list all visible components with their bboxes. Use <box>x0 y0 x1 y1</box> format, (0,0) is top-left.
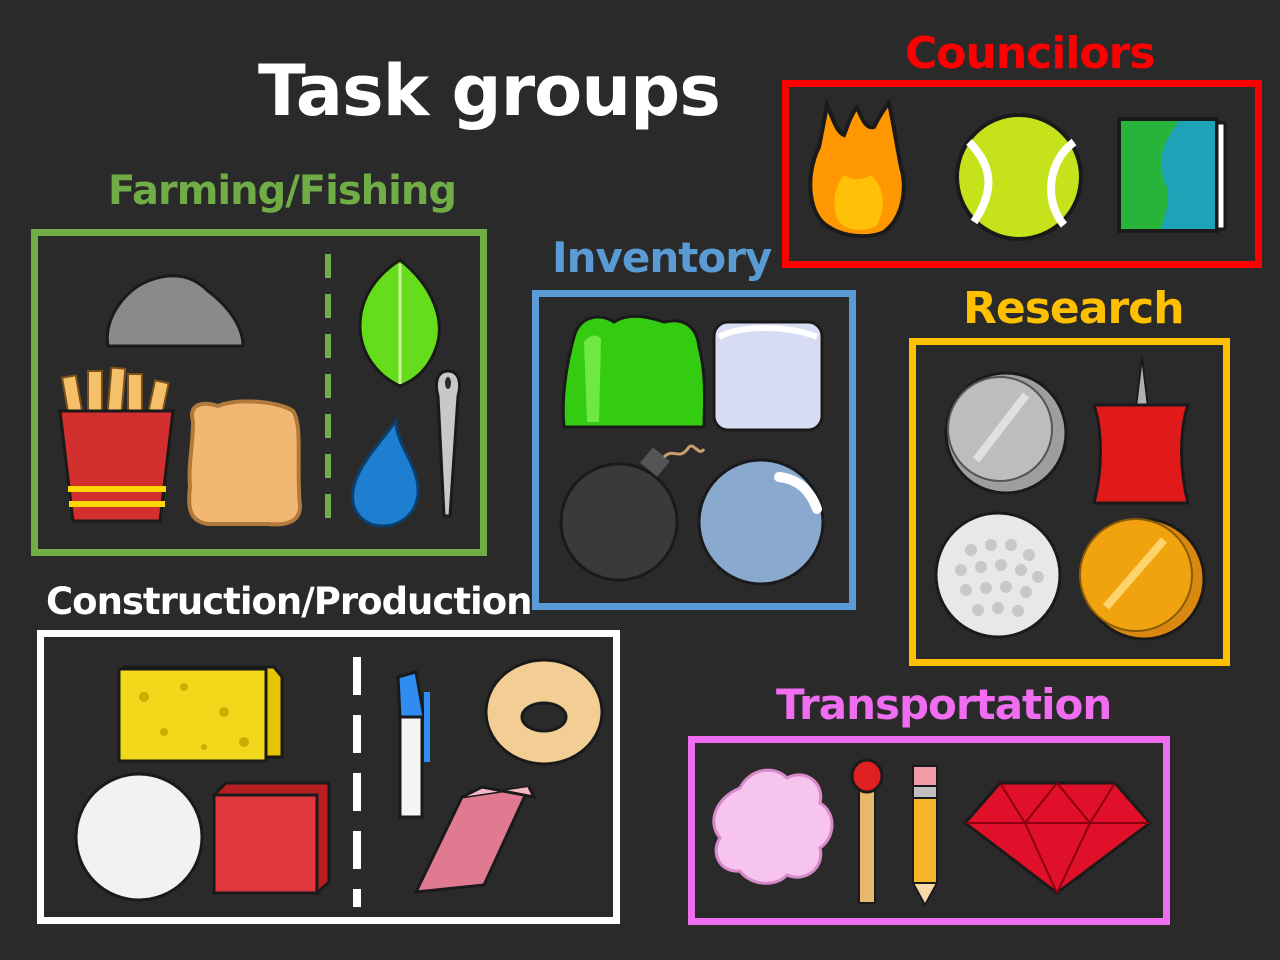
inventory-title: Inventory <box>552 233 772 282</box>
transportation-icons <box>712 758 1153 908</box>
coin-icon <box>1079 517 1206 641</box>
construction-title: Construction/Production <box>46 580 532 623</box>
inventory-box <box>532 290 856 610</box>
snowball-icon <box>74 772 204 902</box>
ruby-icon <box>962 781 1153 895</box>
farming-box <box>31 229 487 556</box>
leaf-icon <box>358 258 441 388</box>
research-box <box>909 338 1230 666</box>
bomb-icon <box>559 444 706 582</box>
councilors-title: Councilors <box>905 28 1156 79</box>
tennis-ball-icon <box>955 113 1083 241</box>
rock-icon <box>105 274 245 348</box>
pencil-icon <box>911 765 939 908</box>
ice-cube-icon <box>712 320 824 432</box>
pushpin-icon <box>1091 356 1191 505</box>
research-title: Research <box>963 283 1185 334</box>
bread-icon <box>187 399 303 527</box>
research-icons <box>934 356 1206 641</box>
nickel-icon <box>944 371 1068 495</box>
water-drop-icon <box>351 416 420 528</box>
puffball-icon <box>712 768 834 885</box>
match-icon <box>850 758 884 904</box>
pen-icon <box>396 670 430 819</box>
farming-title: Farming/Fishing <box>108 168 457 214</box>
block-icon <box>211 781 331 896</box>
fries-icon <box>58 366 175 523</box>
councilors-icons <box>808 97 1227 241</box>
sponge-icon <box>117 665 284 763</box>
inventory-icons <box>559 314 825 586</box>
eraser-icon <box>413 785 537 894</box>
golf-ball-icon <box>934 511 1062 639</box>
bubble-icon <box>697 458 825 586</box>
needle-icon <box>434 369 462 518</box>
construction-box <box>37 630 620 924</box>
gelatin-icon <box>561 314 707 429</box>
councilors-box <box>782 80 1262 268</box>
construction-icons <box>74 657 604 907</box>
transportation-title: Transportation <box>776 680 1112 729</box>
donut-icon <box>484 658 604 766</box>
page-title: Task groups <box>258 50 721 132</box>
transportation-box <box>688 736 1170 925</box>
farming-icons <box>58 254 462 528</box>
book-icon <box>1117 117 1227 233</box>
fire-icon <box>808 97 906 239</box>
